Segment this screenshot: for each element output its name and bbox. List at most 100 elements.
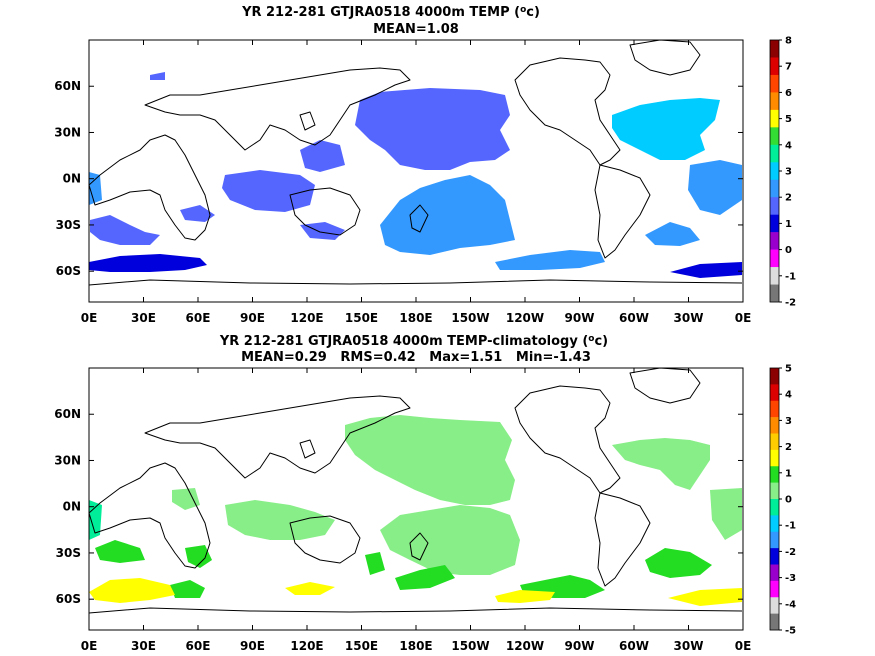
field-indian-south bbox=[180, 205, 215, 222]
coastlines-bottom bbox=[89, 368, 743, 614]
colorbar-label: 2 bbox=[785, 193, 792, 204]
colorbar-label: 7 bbox=[785, 62, 792, 73]
colorbar-swatch bbox=[770, 249, 779, 268]
x-tick-label: 90W bbox=[565, 639, 595, 653]
x-tick-label: 30E bbox=[131, 639, 156, 653]
x-tick-label: 150W bbox=[451, 639, 489, 653]
colorbar-swatch bbox=[770, 214, 779, 233]
colorbar-swatch bbox=[770, 499, 779, 516]
y-tick-label: 60N bbox=[54, 407, 81, 421]
colorbar-swatch bbox=[770, 144, 779, 163]
x-tick-label: 60W bbox=[619, 311, 649, 325]
y-tick-label: 60N bbox=[54, 79, 81, 93]
colorbar-swatch bbox=[770, 74, 779, 93]
colorbar-swatch bbox=[770, 92, 779, 111]
colorbar-swatch bbox=[770, 232, 779, 250]
x-tick-label: 150E bbox=[345, 311, 378, 325]
field-south-indian-b bbox=[185, 545, 212, 568]
x-tick-label: 30W bbox=[674, 639, 704, 653]
field-southern-ocean-indian bbox=[89, 254, 207, 272]
colorbar-swatch bbox=[770, 564, 779, 582]
x-tick-label: 180E bbox=[399, 639, 432, 653]
colorbar-label: 6 bbox=[785, 88, 792, 99]
colorbar-label: -2 bbox=[785, 547, 796, 558]
colorbar-swatch bbox=[770, 613, 779, 631]
field-indian-west bbox=[172, 488, 200, 510]
colorbar-swatch bbox=[770, 179, 779, 198]
colorbar-swatch bbox=[770, 433, 779, 451]
panel-top-map bbox=[89, 40, 743, 286]
x-tick-label: 90E bbox=[240, 311, 265, 325]
colorbar-swatch bbox=[770, 417, 779, 434]
panel-bottom-colorbar: 5 4 3 2 1 0 -1 -2 -3 -4 -5 bbox=[769, 364, 796, 637]
x-tick-label: 90W bbox=[565, 311, 595, 325]
field-southern-ocean-atlantic-yellow bbox=[668, 588, 742, 606]
colorbar-label: -3 bbox=[785, 573, 796, 584]
x-tick-label: 90E bbox=[240, 639, 265, 653]
field-southern-ocean-indian bbox=[170, 580, 205, 598]
colorbar-swatch bbox=[770, 57, 779, 76]
field-southern-ocean-south-america bbox=[495, 590, 555, 603]
x-tick-label: 150E bbox=[345, 639, 378, 653]
colorbar-swatch bbox=[770, 162, 779, 181]
panel-bottom: YR 212-281 GTJRA0518 4000m TEMP-climatol… bbox=[54, 334, 796, 653]
y-tick-label: 30S bbox=[56, 546, 81, 560]
x-tick-label: 60E bbox=[186, 639, 211, 653]
colorbar-label: 1 bbox=[785, 468, 792, 479]
field-southern-ocean-pacific bbox=[495, 250, 605, 270]
colorbar-swatch bbox=[770, 197, 779, 215]
x-tick-label: 0E bbox=[735, 639, 752, 653]
colorbar-label: 0 bbox=[785, 495, 792, 506]
panel-bottom-title: YR 212-281 GTJRA0518 4000m TEMP-climatol… bbox=[219, 334, 608, 349]
field-south-atlantic bbox=[645, 222, 700, 246]
field-south-australia bbox=[365, 552, 385, 575]
colorbar-label: 4 bbox=[785, 390, 792, 401]
colorbar-swatch bbox=[770, 466, 779, 483]
x-tick-label: 30E bbox=[131, 311, 156, 325]
colorbar-swatch bbox=[770, 449, 779, 467]
y-tick-label: 60S bbox=[56, 264, 81, 278]
colorbar-label: 2 bbox=[785, 442, 792, 453]
field-indian-ocean bbox=[225, 500, 335, 540]
field-southern-ocean-atlantic bbox=[89, 578, 175, 603]
field-central-north-pacific bbox=[345, 415, 515, 505]
colorbar-label: 3 bbox=[785, 167, 792, 178]
colorbar-swatch bbox=[770, 597, 779, 614]
y-tick-label: 60S bbox=[56, 592, 81, 606]
x-tick-label: 0E bbox=[735, 311, 752, 325]
colorbar-label: 3 bbox=[785, 416, 792, 427]
field-central-north-pacific bbox=[355, 88, 510, 170]
field-mediterranean bbox=[150, 72, 165, 80]
x-tick-label: 120W bbox=[506, 311, 544, 325]
x-tick-label: 120W bbox=[506, 639, 544, 653]
panel-bottom-map bbox=[89, 368, 743, 614]
colorbar-swatch bbox=[770, 127, 779, 146]
colorbar-swatch bbox=[770, 40, 779, 58]
x-tick-label: 30W bbox=[674, 311, 704, 325]
colorbar-label: 8 bbox=[785, 36, 792, 47]
colorbar-swatch bbox=[770, 531, 779, 549]
colorbar-swatch bbox=[770, 267, 779, 285]
field-mid-atlantic bbox=[710, 488, 742, 540]
field-south-pacific bbox=[380, 505, 520, 575]
field-southern-ocean-atlantic bbox=[670, 262, 742, 278]
colorbar-swatch bbox=[770, 109, 779, 128]
field-southern-ocean-pacific bbox=[395, 565, 455, 590]
field-north-atlantic bbox=[612, 438, 710, 490]
field-south-indian bbox=[90, 215, 160, 245]
colorbar-label: -4 bbox=[785, 599, 796, 610]
panel-bottom-subtitle: MEAN=0.29 RMS=0.42 Max=1.51 Min=-1.43 bbox=[241, 350, 591, 365]
colorbar-swatch bbox=[770, 284, 779, 303]
panel-top-subtitle: MEAN=1.08 bbox=[373, 22, 459, 37]
x-tick-label: 180E bbox=[399, 311, 432, 325]
y-tick-label: 30N bbox=[54, 125, 81, 139]
colorbar-label: -1 bbox=[785, 521, 796, 532]
colorbar-swatch bbox=[770, 482, 779, 500]
field-west-africa bbox=[89, 172, 102, 205]
colorbar-label: 1 bbox=[785, 219, 792, 230]
colorbar-swatch bbox=[770, 580, 779, 598]
field-southern-ocean-pacific-yellow bbox=[285, 582, 335, 595]
x-tick-label: 60W bbox=[619, 639, 649, 653]
colorbar-label: -5 bbox=[785, 626, 796, 637]
colorbar-swatch bbox=[770, 400, 779, 418]
